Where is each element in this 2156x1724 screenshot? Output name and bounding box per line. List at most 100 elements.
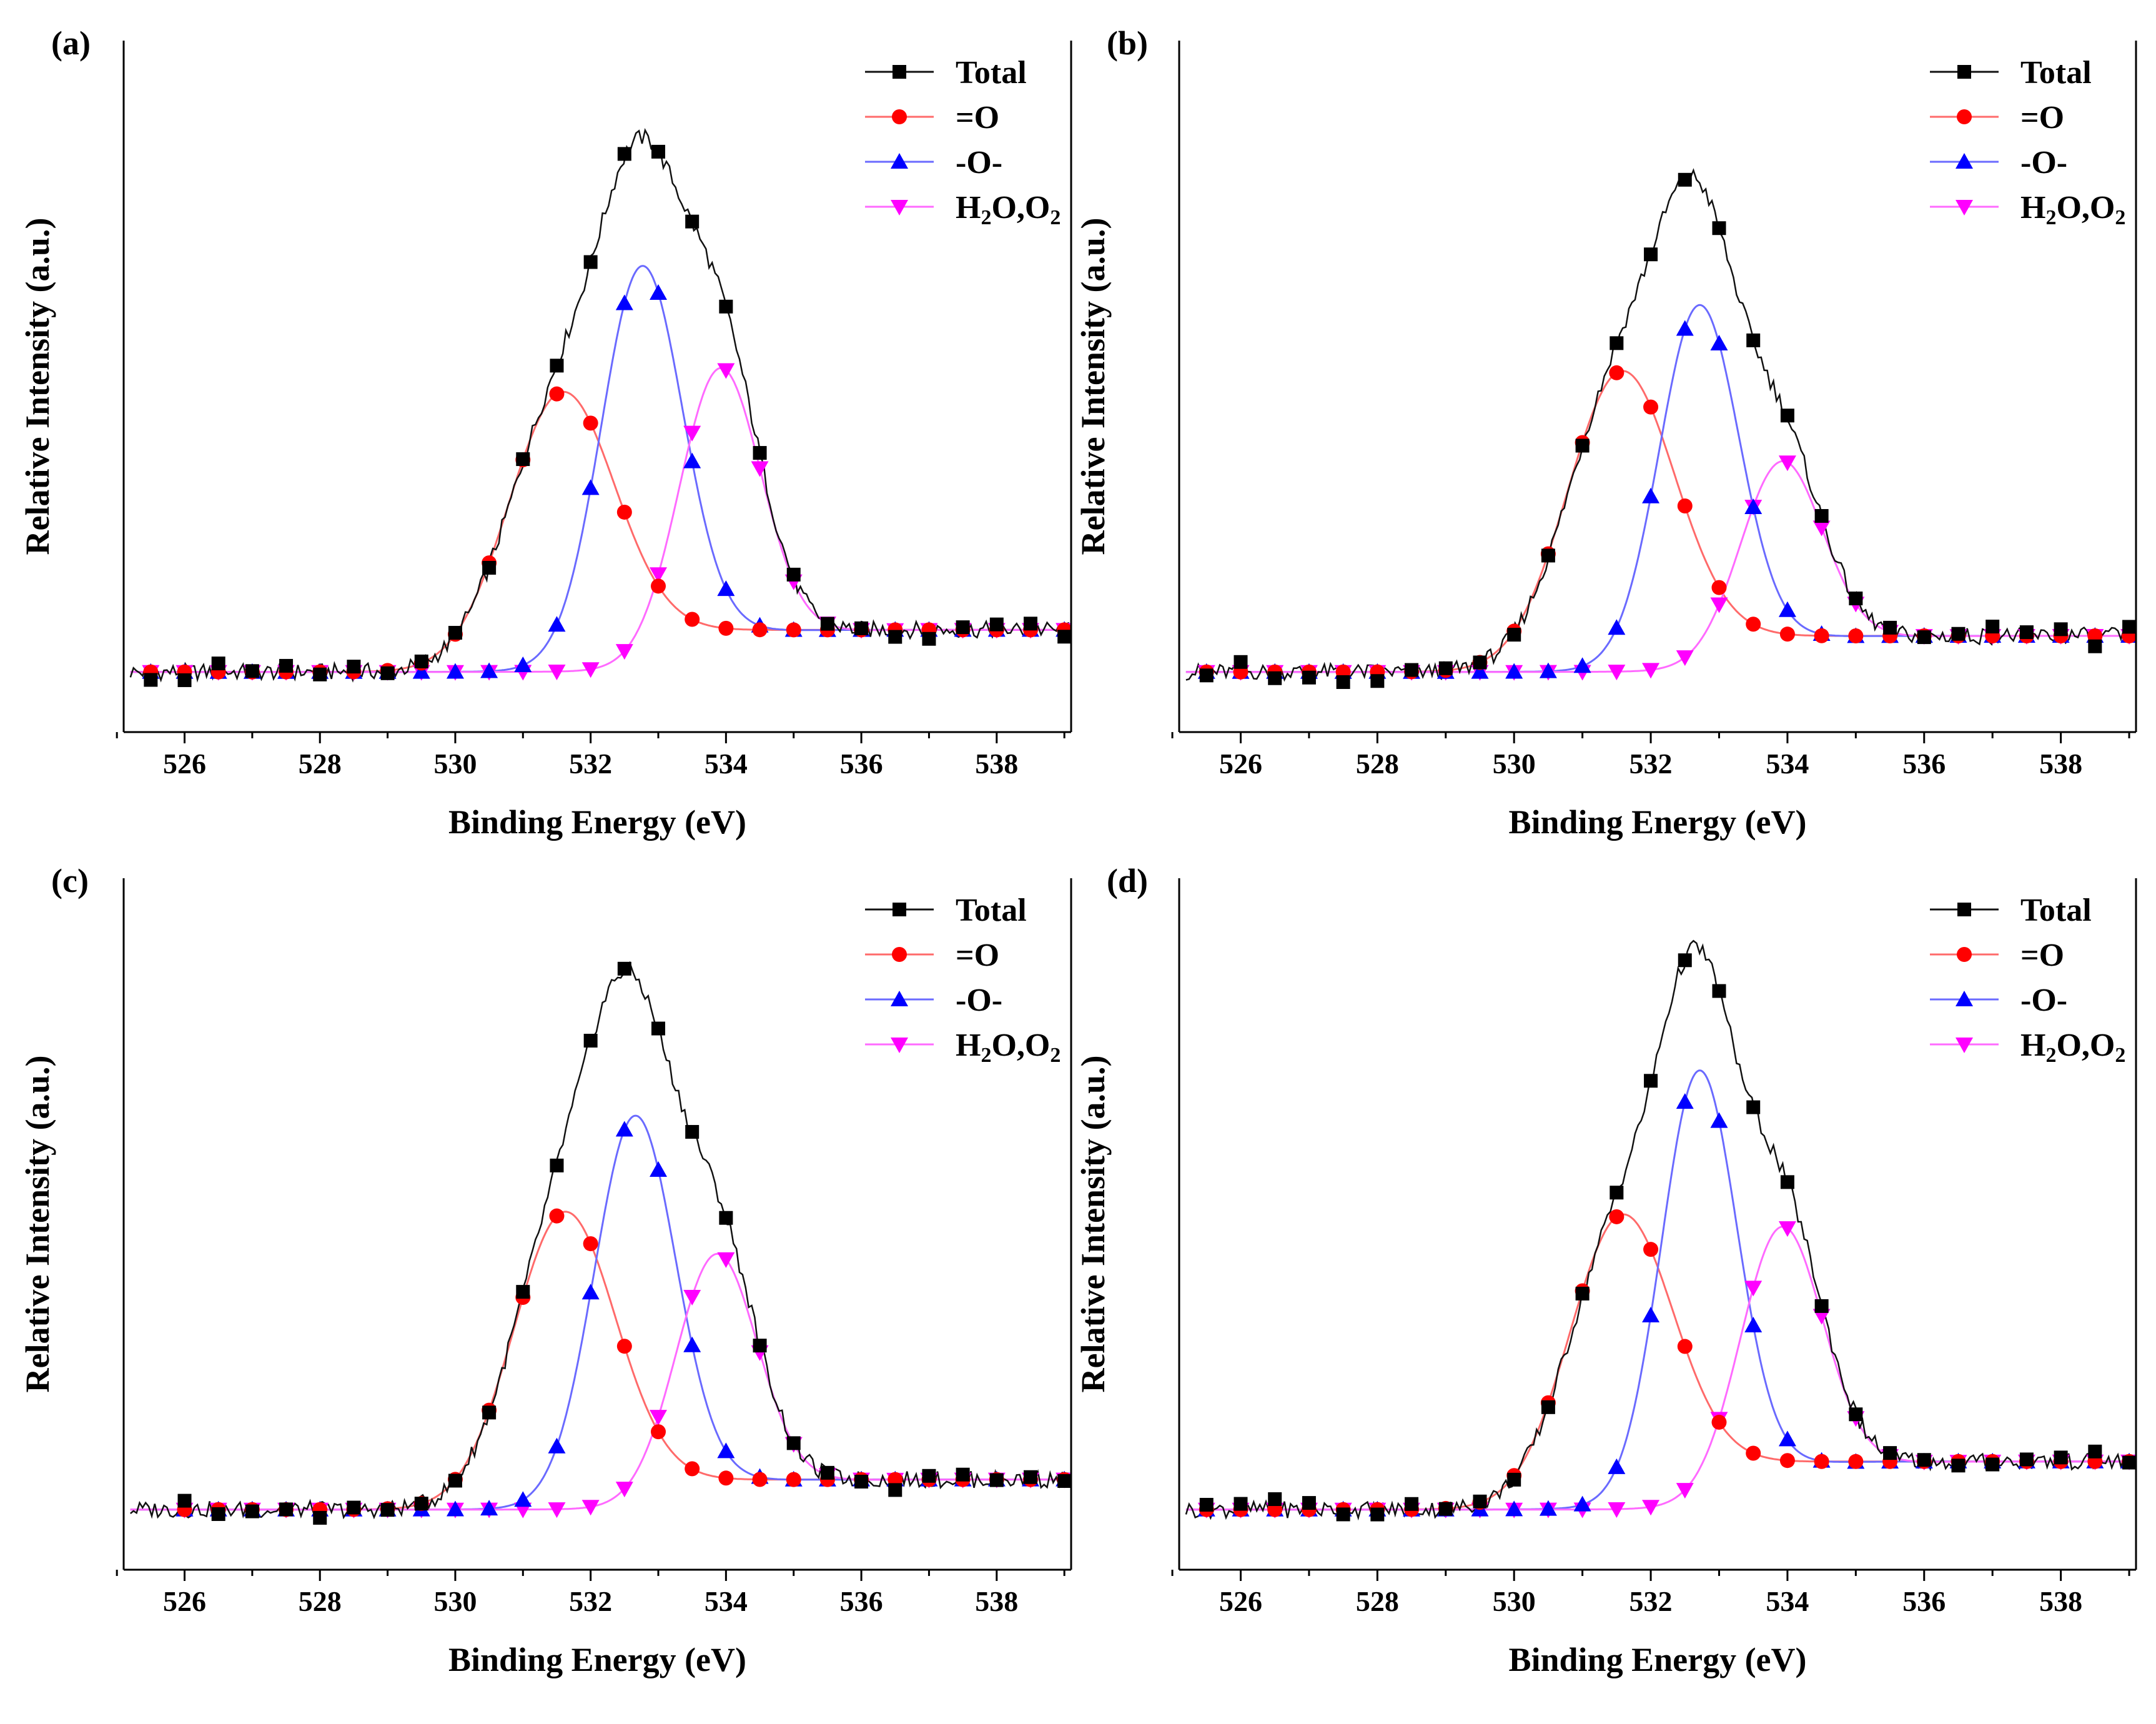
y-axis-title: Relative Intensity (a.u.) <box>1074 218 1112 555</box>
data-point <box>1779 627 1795 642</box>
data-point <box>651 1021 666 1036</box>
data-point <box>617 961 631 976</box>
data-point <box>1848 628 1864 644</box>
total-spectrum-line <box>1185 939 2134 1521</box>
data-point <box>786 622 801 638</box>
panel-label: (d) <box>1107 862 1148 899</box>
data-point <box>650 1410 668 1426</box>
x-tick-label: 526 <box>163 1585 206 1617</box>
data-point <box>1608 665 1626 681</box>
data-point <box>414 1497 428 1511</box>
y-axis-title: Relative Intensity (a.u.) <box>19 218 56 555</box>
data-point <box>1744 1317 1763 1333</box>
data-point <box>514 656 532 673</box>
data-point <box>177 673 192 687</box>
legend-marker <box>1957 903 1971 916</box>
data-point <box>956 1467 970 1482</box>
data-point <box>2054 1450 2068 1465</box>
data-point <box>1438 1502 1453 1516</box>
plot-area <box>1185 939 2136 1522</box>
data-point <box>1302 1496 1316 1510</box>
data-point <box>1575 1286 1590 1300</box>
data-point <box>1778 1221 1796 1237</box>
legend-label: -O- <box>2020 145 2067 181</box>
x-axis-title: Binding Energy (eV) <box>1508 1641 1806 1678</box>
data-point <box>1234 655 1248 669</box>
x-tick-label: 532 <box>1629 1585 1673 1617</box>
data-point <box>1541 548 1555 563</box>
data-point <box>1677 1339 1693 1354</box>
data-point <box>1746 617 1761 632</box>
data-point <box>583 255 598 269</box>
legend-label: Total <box>956 893 1027 928</box>
data-point <box>1234 1497 1248 1511</box>
x-tick-label: 530 <box>1493 1585 1536 1617</box>
data-point <box>1023 617 1037 631</box>
data-point <box>313 1510 327 1525</box>
data-point <box>616 1339 632 1354</box>
data-point <box>1642 487 1660 503</box>
x-tick-label: 526 <box>1219 1585 1262 1617</box>
data-point <box>1917 1453 1931 1467</box>
data-point <box>1608 1502 1626 1518</box>
data-point <box>583 1236 598 1252</box>
data-point <box>1780 409 1794 423</box>
x-axis-title: Binding Energy (eV) <box>448 803 746 841</box>
legend-item: =O <box>1930 938 2064 973</box>
data-point <box>717 580 735 597</box>
legend-marker <box>891 991 908 1006</box>
panel-label: (c) <box>51 862 89 899</box>
data-point <box>1608 619 1626 635</box>
data-point <box>347 660 361 674</box>
data-point <box>1573 657 1591 673</box>
data-point <box>583 1034 598 1048</box>
data-point <box>1336 1507 1350 1522</box>
panel-a: 526 528 530 532 534 536 538 Binding Energy (eV)… <box>19 24 1072 841</box>
data-point <box>1678 953 1692 968</box>
data-point <box>1575 438 1590 453</box>
x-tick-label: 530 <box>433 748 477 780</box>
data-point <box>1779 1453 1795 1469</box>
data-point <box>482 1405 497 1420</box>
data-point <box>480 662 498 678</box>
x-tick-label: 536 <box>840 748 883 780</box>
legend-label: H2O,O2 <box>2020 1028 2125 1067</box>
data-point <box>1610 1186 1624 1200</box>
legend-marker <box>891 1038 908 1053</box>
x-tick-label: 538 <box>975 748 1018 780</box>
data-point <box>1405 1497 1419 1511</box>
data-point <box>1711 580 1727 595</box>
data-point <box>650 284 668 300</box>
x-tick-label: 526 <box>163 748 206 780</box>
data-point <box>615 294 633 310</box>
data-point <box>1676 650 1694 666</box>
data-point <box>347 1500 361 1515</box>
data-point <box>380 1503 395 1517</box>
legend-item: -O- <box>1930 983 2067 1018</box>
data-point <box>1710 1112 1728 1128</box>
x-tick-label: 534 <box>705 748 748 780</box>
data-point <box>1951 1459 1966 1473</box>
data-point <box>1507 628 1521 642</box>
data-point <box>549 1208 565 1224</box>
x-tick-label: 528 <box>1356 1585 1399 1617</box>
data-point <box>279 658 294 673</box>
data-point <box>956 620 970 635</box>
legend-marker <box>891 153 908 169</box>
legend-item: Total <box>1930 55 2092 91</box>
x-tick-label: 534 <box>705 1585 748 1617</box>
data-point <box>548 616 566 632</box>
data-point <box>651 578 666 594</box>
legend-item: Total <box>865 893 1027 928</box>
x-tick-label: 528 <box>299 748 342 780</box>
data-point <box>615 644 633 660</box>
legend-label: Total <box>2020 893 2092 928</box>
data-point <box>1676 320 1694 336</box>
data-point <box>1951 627 1966 641</box>
data-point <box>548 1437 566 1454</box>
data-point <box>581 662 600 678</box>
data-point <box>2122 620 2136 634</box>
data-point <box>516 452 530 467</box>
legend-marker <box>1957 947 1972 962</box>
panel-label: (b) <box>1107 24 1148 62</box>
